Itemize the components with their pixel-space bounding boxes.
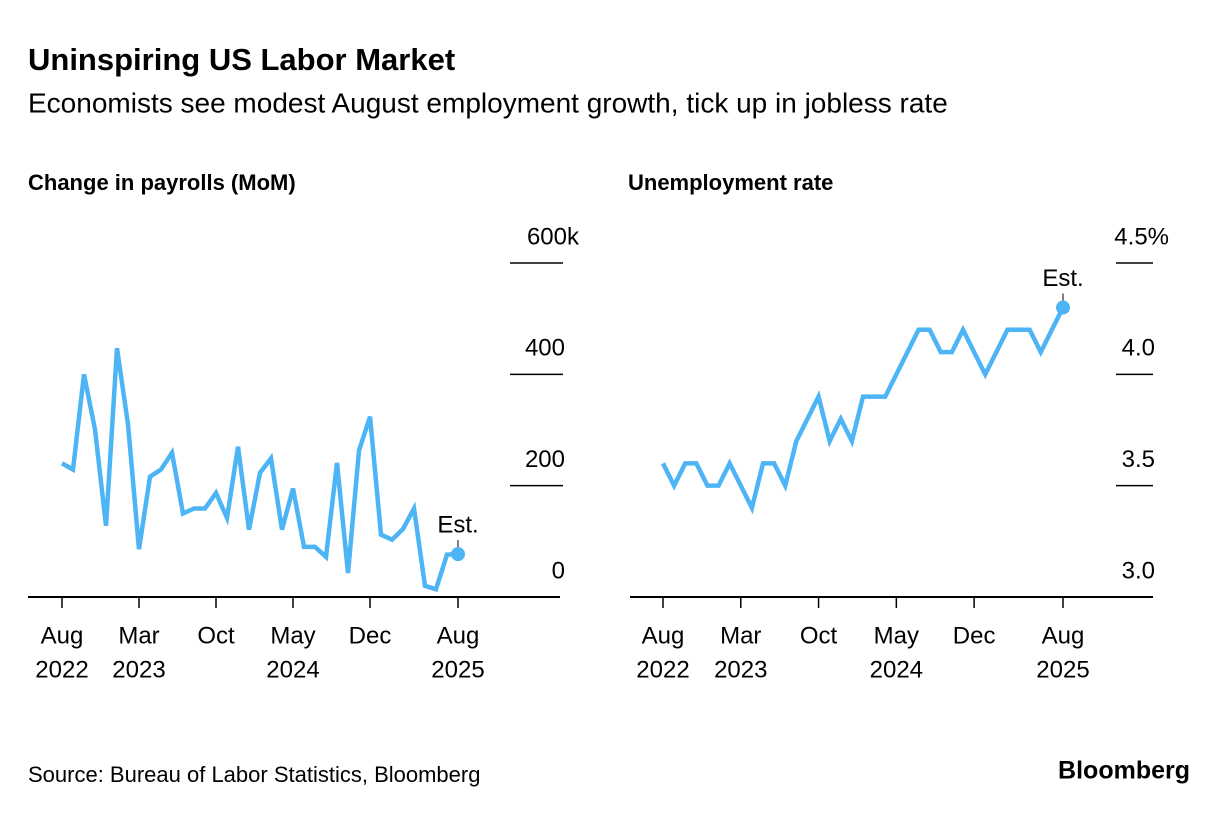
annotation: Est. (437, 511, 478, 538)
estimate-dot (1056, 300, 1070, 315)
x-tick-label: 2022 (35, 656, 88, 683)
panel-title: Change in payrolls (MoM) (28, 170, 296, 195)
y-tick-label: 3.0 (1122, 557, 1155, 584)
panel-title: Unemployment rate (628, 170, 833, 195)
chart-title: Uninspiring US Labor Market (28, 42, 455, 77)
x-tick-label: Oct (197, 622, 235, 649)
y-tick-label: 600k (527, 223, 580, 250)
y-tick-label: 0 (552, 557, 565, 584)
x-tick-label: Oct (800, 622, 838, 649)
x-tick-label: 2023 (112, 656, 165, 683)
line (60, 347, 459, 593)
x-tick-label: Mar (720, 622, 761, 649)
x-tick-label: Dec (349, 622, 392, 649)
estimate-dot (451, 547, 465, 562)
y-tick-label: 4.5% (1114, 223, 1169, 250)
y-tick-label: 200 (525, 446, 565, 473)
brand: Bloomberg (1058, 757, 1190, 785)
y-tick-label: 400 (525, 335, 565, 362)
y-tick-label: 4.0 (1122, 335, 1155, 362)
x-tick-label: 2024 (266, 656, 319, 683)
x-tick-label: Aug (1042, 622, 1085, 649)
x-tick-label: 2025 (431, 656, 484, 683)
x-tick-label: Dec (953, 622, 996, 649)
x-tick-label: Aug (41, 622, 84, 649)
chart-subtitle: Economists see modest August employment … (28, 87, 948, 118)
x-tick-label: 2024 (870, 656, 923, 683)
x-tick-label: 2022 (636, 656, 689, 683)
x-tick-label: May (874, 622, 919, 649)
x-tick-label: 2025 (1036, 656, 1089, 683)
x-tick-label: May (270, 622, 315, 649)
x-tick-label: Mar (118, 622, 159, 649)
source: Source: Bureau of Labor Statistics, Bloo… (28, 762, 480, 787)
x-tick-label: Aug (437, 622, 480, 649)
x-tick-label: 2023 (714, 656, 767, 683)
x-tick-label: Aug (642, 622, 685, 649)
line (660, 306, 1066, 515)
annotation: Est. (1042, 265, 1083, 292)
y-tick-label: 3.5 (1122, 446, 1155, 473)
